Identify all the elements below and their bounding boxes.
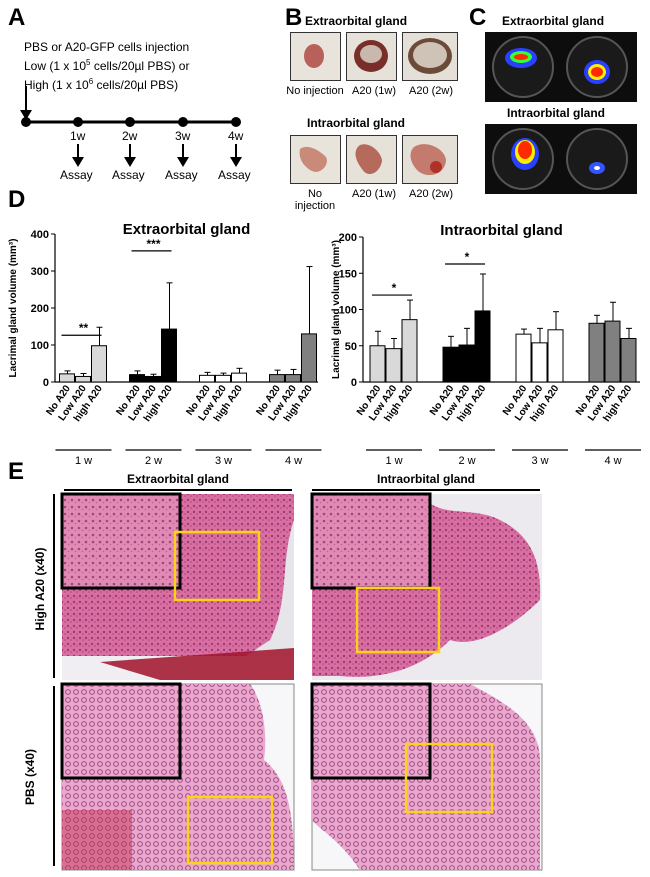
panel-c-top-image [485, 32, 637, 102]
assay-label-1: Assay [60, 168, 93, 182]
panel-e-col-left: Extraorbital gland [126, 472, 230, 486]
panel-e-row-rules [53, 494, 55, 866]
group-label: 3 w [215, 455, 232, 467]
y-tick-label: 400 [31, 229, 49, 241]
panel-a-line1: PBS or A20-GFP cells injection [24, 40, 190, 54]
panel-b-bottom-title: Intraorbital gland [307, 116, 406, 130]
assay-label-2: Assay [112, 168, 145, 182]
panel-e-col-rules [64, 489, 540, 491]
group-label: 1 w [75, 455, 92, 467]
y-tick-label: 50 [345, 341, 357, 353]
y-tick-label: 100 [339, 305, 357, 317]
assay-label-4: Assay [218, 168, 251, 182]
y-axis-label: Lacrimal gland volume (mm³) [8, 239, 19, 378]
panel-b-bottom-photos [290, 135, 458, 184]
panel-b-top-label-1: No injection [286, 85, 344, 97]
y-tick-label: 0 [351, 377, 357, 389]
bar [442, 346, 459, 383]
y-tick-label: 100 [31, 340, 49, 352]
group-label: 2 w [145, 455, 162, 467]
panel-b-top-photos [290, 32, 458, 81]
panel-b-top-label-2: A20 (1w) [351, 85, 397, 97]
week-label-3: 3w [175, 129, 191, 143]
assay-label-3: Assay [165, 168, 198, 182]
panel-c-letter: C [469, 4, 487, 31]
panel-c-bottom-image [485, 124, 637, 194]
week-label-2: 2w [122, 129, 138, 143]
group-label: 4 w [604, 455, 621, 467]
bar [75, 375, 91, 383]
chart-intraorbital: Intraorbital gland Lacrimal gland volume … [331, 222, 641, 467]
chart-title: Extraorbital gland [123, 221, 251, 238]
group-label: 2 w [458, 455, 475, 467]
bar [145, 375, 161, 383]
significance-label: ** [79, 321, 89, 335]
significance-label: *** [146, 237, 160, 251]
significance-label: * [392, 281, 397, 295]
panel-b-letter: B [285, 4, 303, 31]
bar [474, 310, 491, 383]
panel-e-col-right: Intraorbital gland [376, 472, 475, 486]
panel-b-bottom-label-1: No injection [294, 188, 336, 212]
panel-c-top-title: Extraorbital gland [502, 14, 605, 28]
assay-arrows [72, 144, 242, 167]
y-tick-label: 200 [31, 303, 49, 315]
y-axis-label: Lacrimal gland volume (mm³) [331, 240, 342, 379]
panel-b-bottom-label-3: A20 (2w) [408, 188, 454, 200]
panel-a-letter: A [8, 4, 26, 31]
y-tick-label: 150 [339, 268, 357, 280]
panel-b-top-title: Extraorbital gland [305, 14, 408, 28]
panel-a-line3: High (1 x 106 cells/20µl PBS) [24, 77, 179, 92]
group-label: 1 w [385, 455, 402, 467]
panel-b-top-label-3: A20 (2w) [408, 85, 454, 97]
panel-c-bottom-title: Intraorbital gland [507, 106, 606, 120]
panel-b-bottom-label-2: A20 (1w) [351, 188, 397, 200]
panel-d-letter: D [8, 186, 26, 213]
y-tick-label: 0 [43, 377, 49, 389]
bar [604, 320, 621, 383]
group-label: 3 w [531, 455, 548, 467]
y-tick-label: 300 [31, 266, 49, 278]
week-label-4: 4w [228, 129, 244, 143]
y-tick-label: 200 [339, 232, 357, 244]
group-label: 4 w [285, 455, 302, 467]
chart-extraorbital: Extraorbital gland Lacrimal gland volume … [8, 221, 322, 467]
chart-title: Intraorbital gland [440, 222, 563, 239]
panel-e-letter: E [8, 458, 25, 485]
panel-a-text: PBS or A20-GFP cells injection Low (1 x … [24, 40, 284, 93]
week-label-1: 1w [70, 129, 86, 143]
panel-a-timeline [20, 86, 241, 127]
panel-a-line2: Low (1 x 105 cells/20µl PBS) or [24, 58, 190, 73]
significance-label: * [465, 250, 470, 264]
